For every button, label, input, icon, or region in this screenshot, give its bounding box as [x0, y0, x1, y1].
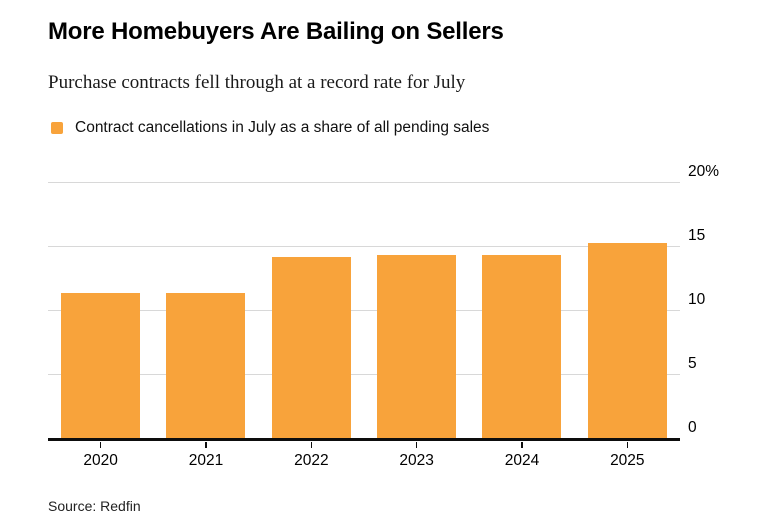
legend: Contract cancellations in July as a shar…: [51, 119, 489, 137]
bar-2023: [377, 254, 457, 439]
grid-line: [48, 374, 680, 375]
bar-2025: [587, 243, 667, 439]
x-axis-baseline: [48, 438, 680, 441]
x-tick-container: [469, 442, 574, 448]
bar-column: [259, 183, 364, 439]
x-tick-mark: [521, 442, 523, 448]
chart-title: More Homebuyers Are Bailing on Sellers: [48, 18, 504, 45]
bar-2021: [166, 293, 246, 439]
x-tick-mark: [310, 442, 313, 448]
x-tick-container: [153, 442, 258, 448]
legend-label: Contract cancellations in July as a shar…: [75, 119, 490, 136]
x-tick-container: [48, 442, 153, 448]
bar-column: [153, 183, 258, 439]
x-tick-label: 2025: [610, 452, 645, 469]
y-tick-label: 0: [688, 418, 697, 436]
bar-2020: [61, 293, 141, 439]
legend-swatch-icon: [51, 122, 63, 134]
bars-container: [48, 183, 680, 439]
x-axis-labels: 2020 2021 2022 2023 2024 2025: [48, 452, 680, 470]
x-tick-label: 2022: [294, 452, 329, 469]
chart-subtitle: Purchase contracts fell through at a rec…: [48, 72, 466, 93]
y-axis: 0 5 10 15 20%: [688, 163, 758, 439]
x-tick-container: [364, 442, 469, 448]
bar-2022: [271, 257, 351, 439]
grid-line: [48, 182, 680, 183]
y-tick-label: 20%: [688, 162, 720, 180]
bar-2024: [482, 254, 562, 439]
y-tick-label: 15: [688, 226, 706, 244]
x-ticks: [48, 442, 680, 448]
x-tick-label: 2021: [188, 452, 224, 469]
x-tick-mark: [415, 442, 418, 448]
grid-line: [48, 310, 680, 311]
grid-line: [48, 246, 680, 247]
plot-area: [48, 182, 680, 441]
x-tick-mark: [205, 442, 207, 448]
bar-column: [575, 183, 680, 439]
x-tick-mark: [99, 442, 102, 448]
source-note: Source: Redfin: [48, 498, 141, 514]
x-tick-mark: [626, 442, 629, 448]
x-tick-label: 2020: [83, 452, 118, 469]
x-tick-label: 2023: [399, 452, 434, 469]
x-tick-label: 2024: [504, 452, 540, 469]
y-tick-label: 5: [688, 354, 697, 372]
bar-column: [364, 183, 469, 439]
x-tick-container: [259, 442, 364, 448]
x-tick-container: [575, 442, 680, 448]
bar-column: [48, 183, 153, 439]
bar-column: [469, 183, 574, 439]
y-tick-label: 10: [688, 290, 706, 308]
